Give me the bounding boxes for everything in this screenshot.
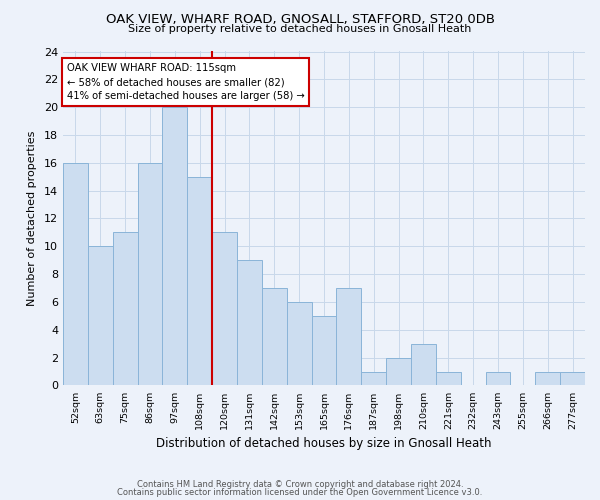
Y-axis label: Number of detached properties: Number of detached properties [27,131,37,306]
Bar [163,107,187,386]
Bar [436,372,461,386]
Bar [337,288,361,386]
Text: Contains public sector information licensed under the Open Government Licence v3: Contains public sector information licen… [118,488,482,497]
Text: Contains HM Land Registry data © Crown copyright and database right 2024.: Contains HM Land Registry data © Crown c… [137,480,463,489]
Bar [113,232,137,386]
Bar [63,163,88,386]
Bar [212,232,237,386]
Bar [311,316,337,386]
Text: OAK VIEW WHARF ROAD: 115sqm
← 58% of detached houses are smaller (82)
41% of sem: OAK VIEW WHARF ROAD: 115sqm ← 58% of det… [67,62,305,102]
Bar [262,288,287,386]
Bar [386,358,411,386]
Bar [287,302,311,386]
X-axis label: Distribution of detached houses by size in Gnosall Heath: Distribution of detached houses by size … [156,437,492,450]
Text: Size of property relative to detached houses in Gnosall Heath: Size of property relative to detached ho… [128,24,472,34]
Bar [535,372,560,386]
Bar [237,260,262,386]
Bar [485,372,511,386]
Bar [411,344,436,386]
Bar [560,372,585,386]
Text: OAK VIEW, WHARF ROAD, GNOSALL, STAFFORD, ST20 0DB: OAK VIEW, WHARF ROAD, GNOSALL, STAFFORD,… [106,12,494,26]
Bar [187,176,212,386]
Bar [137,163,163,386]
Bar [361,372,386,386]
Bar [88,246,113,386]
